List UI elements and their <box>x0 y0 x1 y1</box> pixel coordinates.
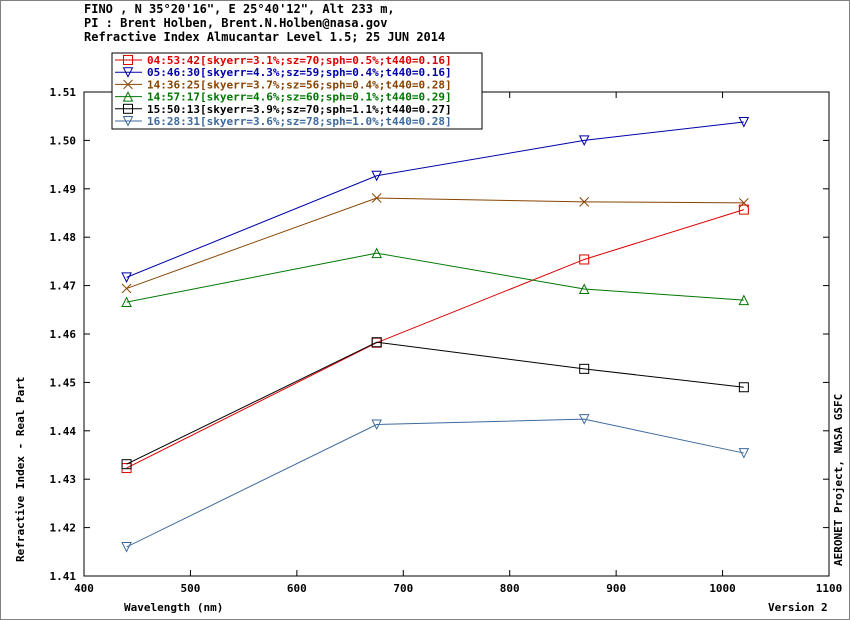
series-line <box>126 209 745 469</box>
y-tick-label: 1.42 <box>50 522 77 535</box>
x-tick-label: 400 <box>74 582 94 595</box>
legend-swatch-marker <box>123 79 133 90</box>
data-point <box>579 363 590 374</box>
series-line <box>126 418 744 548</box>
series-line <box>126 341 744 465</box>
y-tick-label: 1.46 <box>50 328 77 341</box>
data-point <box>578 135 590 147</box>
y-tick-label: 1.43 <box>50 473 77 486</box>
legend-entry: 04:53:42[skyerr=3.1%;sz=70;sph=0.5%;t440… <box>147 54 452 67</box>
data-point <box>579 254 590 265</box>
y-tick-label: 1.47 <box>50 280 77 293</box>
legend-swatch-marker <box>123 103 133 114</box>
x-tick-label: 500 <box>180 582 200 595</box>
y-tick-label: 1.45 <box>50 376 77 389</box>
site-title: FINO , N 35°20'16", E 25°40'12", Alt 233… <box>84 2 395 16</box>
data-point <box>371 247 382 259</box>
data-point <box>371 193 382 203</box>
series-line <box>126 197 744 289</box>
y-tick-label: 1.51 <box>50 86 77 99</box>
legend-entry: 16:28:31[skyerr=3.6%;sz=78;sph=1.0%;t440… <box>147 115 452 128</box>
data-point <box>738 117 750 128</box>
y-tick-label: 1.50 <box>50 134 77 147</box>
legend-swatch-marker <box>123 55 133 65</box>
data-point <box>121 272 132 283</box>
legend-swatch-marker <box>122 90 134 102</box>
series-line <box>126 252 744 303</box>
x-tick-label: 800 <box>500 582 520 595</box>
x-tick-label: 1000 <box>709 582 736 595</box>
legend-entry: 14:36:25[skyerr=3.7%;sz=56;sph=0.4%;t440… <box>147 78 452 91</box>
x-tick-label: 600 <box>287 582 307 595</box>
y-tick-label: 1.44 <box>50 425 77 438</box>
x-tick-label: 900 <box>606 582 626 595</box>
y-tick-label: 1.48 <box>50 231 77 244</box>
plot-area-border <box>83 91 830 577</box>
legend-entry: 05:46:30[skyerr=4.3%;sz=59;sph=0.4%;t440… <box>147 66 452 79</box>
chart-title: Refractive Index Almucantar Level 1.5; 2… <box>84 30 446 44</box>
data-point <box>371 337 382 348</box>
data-point <box>738 448 750 459</box>
y-tick-label: 1.41 <box>50 570 77 583</box>
x-tick-label: 700 <box>393 582 413 595</box>
legend-box <box>111 52 483 130</box>
data-point <box>121 459 132 470</box>
data-point <box>578 283 590 294</box>
data-point <box>738 204 749 215</box>
data-point <box>371 419 382 431</box>
data-point <box>579 197 590 207</box>
data-point <box>121 283 132 294</box>
x-axis-label: Wavelength (nm) <box>124 601 224 614</box>
legend-entry: 15:50:13[skyerr=3.9%;sz=70;sph=1.1%;t440… <box>147 103 452 116</box>
version-label: Version 2 <box>768 601 828 614</box>
pi-contact: PI : Brent Holben, Brent.N.Holben@nasa.g… <box>84 16 388 30</box>
data-point <box>121 296 132 308</box>
legend-entry: 14:57:17[skyerr=4.6%;sz=60;sph=0.1%;t440… <box>147 91 452 104</box>
data-point <box>371 170 382 182</box>
legend-swatch-marker <box>122 116 134 127</box>
data-point <box>738 294 750 306</box>
data-point <box>578 414 590 425</box>
data-point <box>739 197 749 208</box>
data-point <box>738 382 749 393</box>
y-tick-label: 1.49 <box>50 183 77 196</box>
legend-swatch-marker <box>122 67 134 78</box>
x-tick-label: 1100 <box>816 582 843 595</box>
series-line <box>126 121 744 278</box>
data-point <box>121 541 132 553</box>
